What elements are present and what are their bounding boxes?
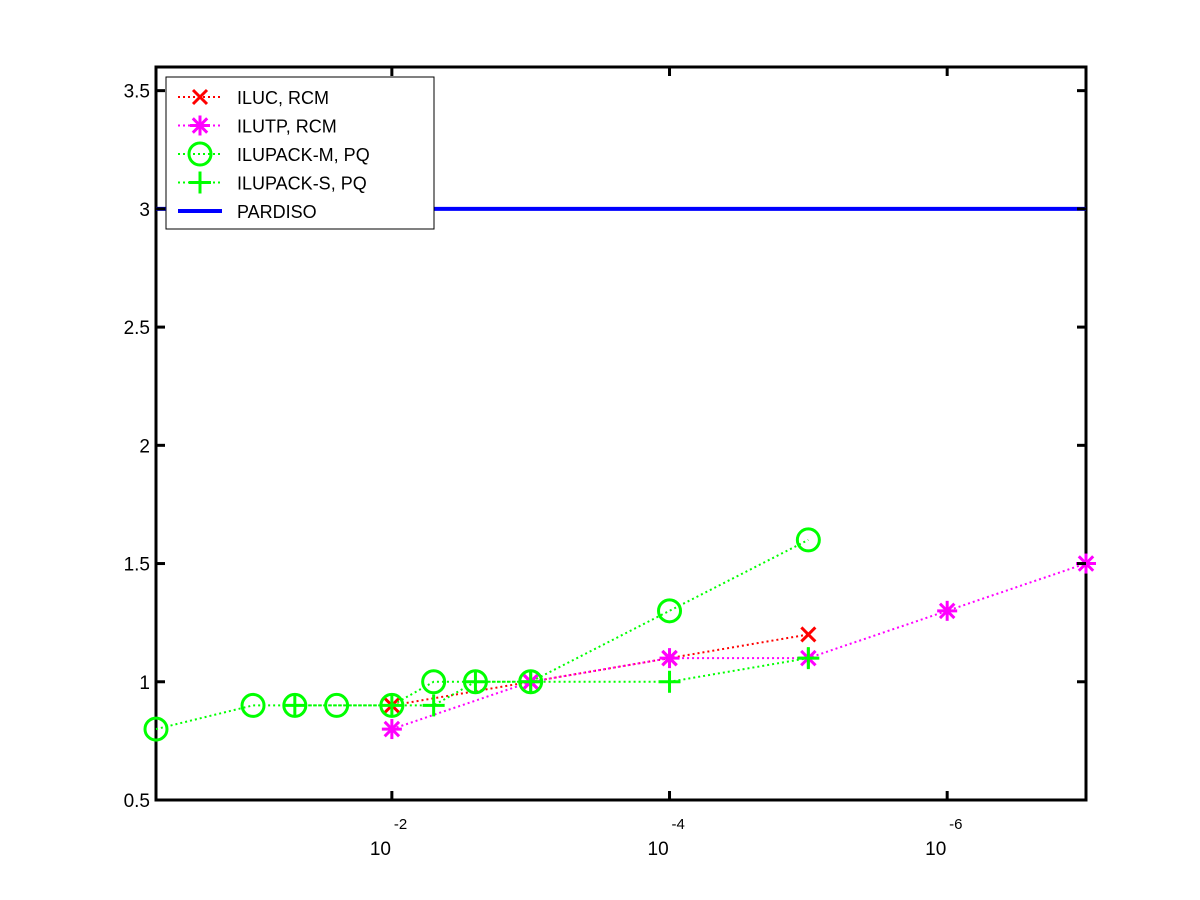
series-line-2 — [155, 539, 809, 731]
legend-marker-swatch — [191, 88, 209, 106]
data-point-0-3 — [800, 626, 817, 643]
legend-marker-swatch — [187, 141, 213, 167]
y-tick-label: 3.5 — [124, 82, 150, 103]
y-tick-label: 2 — [139, 436, 150, 457]
data-point-3-4 — [519, 670, 542, 693]
legend-label: ILUPACK-S, PQ — [237, 174, 367, 194]
data-point-3-5 — [658, 670, 681, 693]
series-3 — [283, 647, 820, 717]
legend-item: ILUC, RCM — [178, 88, 329, 108]
legend: ILUC, RCM ILUTP, RCM ILUPACK-M, PQ ILUPACK-… — [165, 76, 435, 230]
y-axis-ticks: 0.5 1 1.5 2 2.5 3 3.5 — [124, 82, 1086, 812]
x-tick-label-exponent: -6 — [949, 816, 962, 833]
legend-marker-swatch — [190, 115, 210, 136]
legend-label: ILUC, RCM — [237, 88, 329, 108]
x-tick-label-exponent: -4 — [672, 816, 685, 833]
x-tick-label-base: 10 — [370, 839, 391, 860]
y-tick-label: 1.5 — [124, 555, 150, 576]
data-point-1-0 — [381, 719, 402, 740]
legend-label: ILUTP, RCM — [237, 117, 337, 137]
data-point-3-6 — [797, 647, 820, 670]
legend-item: ILUTP, RCM — [178, 115, 337, 137]
data-point-3-2 — [422, 694, 445, 717]
legend-item: ILUPACK-S, PQ — [178, 171, 367, 194]
x-axis-ticks: 10-210-410-6 — [370, 67, 963, 860]
data-point-2-8 — [657, 598, 683, 624]
x-tick-label-base: 10 — [925, 839, 946, 860]
legend-label: PARDISO — [237, 202, 317, 222]
data-point-2-5 — [421, 669, 447, 695]
data-point-2-0 — [143, 716, 169, 742]
data-point-2-1 — [240, 692, 266, 718]
legend-marker-swatch — [189, 171, 211, 194]
x-tick-label-exponent: -2 — [394, 816, 407, 833]
data-point-3-1 — [380, 694, 403, 717]
x-tick-label-base: 10 — [648, 839, 669, 860]
y-tick-label: 0.5 — [124, 791, 150, 812]
y-tick-label: 3 — [139, 200, 150, 221]
data-point-3-3 — [464, 670, 487, 693]
series-layer — [143, 206, 1096, 742]
legend-label: ILUPACK-M, PQ — [237, 145, 370, 165]
data-point-1-4 — [937, 600, 958, 621]
y-tick-label: 1 — [139, 673, 150, 694]
legend-item: ILUPACK-M, PQ — [178, 141, 370, 167]
series-line-1 — [391, 562, 1087, 731]
series-line-0 — [391, 633, 809, 707]
y-tick-label: 2.5 — [124, 318, 150, 339]
data-point-1-2 — [659, 648, 680, 669]
data-point-2-9 — [795, 527, 821, 553]
legend-item: PARDISO — [178, 202, 317, 222]
data-point-3-0 — [283, 694, 306, 717]
